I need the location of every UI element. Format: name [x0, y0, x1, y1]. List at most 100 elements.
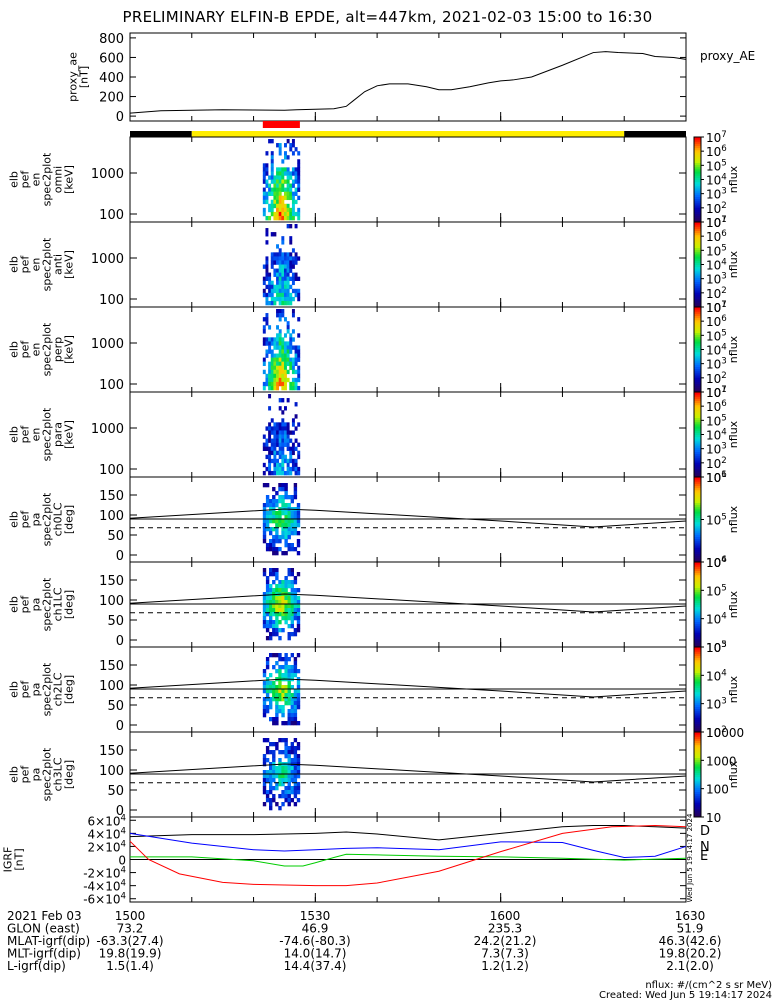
- colorbar-cell: [694, 398, 701, 401]
- colorbar-cell: [694, 394, 701, 397]
- spectrogram-cell: [294, 199, 298, 205]
- colorbar-cell: [694, 808, 701, 812]
- spectrogram-cell: [262, 689, 267, 694]
- colorbar-tick-label: 102: [706, 201, 727, 216]
- spectrogram-cell: [278, 470, 282, 476]
- spectrogram-cell: [269, 701, 273, 706]
- spectrogram-cell: [286, 321, 290, 326]
- spectrogram-cell: [297, 442, 301, 447]
- spectrogram-cell: [296, 705, 301, 710]
- colorbar-cell: [694, 606, 701, 610]
- colorbar-cell: [694, 566, 701, 569]
- spectrogram-cell: [278, 187, 282, 192]
- spectrogram-cell: [278, 272, 282, 277]
- spectrogram-cell: [262, 369, 266, 375]
- spectrogram-cell: [278, 584, 282, 589]
- spectrogram-cell: [272, 717, 276, 722]
- spectrogram-cell: [294, 147, 298, 152]
- spectrogram-cell: [278, 256, 282, 261]
- colorbar-cell: [694, 474, 701, 478]
- spectrogram-cell: [278, 317, 282, 322]
- spectrogram-cell: [281, 292, 285, 298]
- spectrogram-cell: [289, 195, 293, 201]
- colorbar-cell: [694, 627, 701, 631]
- colorbar-cell: [694, 483, 701, 486]
- spectrogram-cell: [296, 790, 301, 795]
- colorbar-tick-label: 106: [706, 144, 727, 159]
- spectrogram-cell: [297, 466, 301, 472]
- colorbar-cell: [694, 334, 701, 338]
- spectrogram-cell: [265, 171, 269, 176]
- colorbar-cell: [694, 768, 701, 771]
- spectrogram-cell: [268, 466, 272, 472]
- spectrogram-cell: [276, 458, 280, 464]
- spectrogram-cell: [278, 628, 282, 633]
- spectrogram-cell: [284, 511, 288, 516]
- spectrogram-cell: [290, 673, 295, 678]
- spectrogram-cell: [284, 596, 288, 601]
- spectrogram-cell: [276, 195, 280, 201]
- colorbar-cell: [694, 644, 701, 648]
- colorbar-cell: [694, 447, 701, 450]
- colorbar-cell: [694, 462, 701, 465]
- colorbar-cell: [694, 702, 701, 705]
- colorbar-tick-label: 10: [706, 811, 721, 825]
- spectrogram-cell: [284, 653, 288, 658]
- colorbar-unit-label: nflux: [727, 420, 740, 448]
- colorbar-cell: [694, 292, 701, 295]
- colorbar-cell: [694, 479, 701, 482]
- axis-label-line: pa: [30, 683, 43, 697]
- spectrogram-cell: [293, 790, 298, 795]
- spectrogram-cell: [294, 377, 298, 383]
- colorbar-cell: [694, 562, 701, 565]
- spectrogram-cell: [297, 373, 301, 379]
- axis-label-line: spec2plot: [41, 237, 54, 291]
- spectrogram-cell: [284, 495, 288, 500]
- spectrogram-cell: [262, 754, 267, 759]
- spectrogram-cell: [281, 790, 285, 795]
- spectrogram-cell: [275, 616, 279, 621]
- spectrogram-cell: [293, 527, 298, 532]
- spectrogram-cell: [281, 398, 285, 403]
- spectrogram-cell: [294, 288, 298, 294]
- spectrogram-cell: [281, 167, 285, 172]
- spectrogram-cell: [289, 454, 293, 460]
- colorbar-cell: [694, 396, 701, 399]
- spectrogram-cell: [296, 503, 301, 508]
- spectrogram-cell: [284, 280, 287, 286]
- spectrogram-cell: [269, 527, 273, 532]
- spectrogram-cell: [278, 329, 282, 334]
- spectrogram-cell: [278, 750, 282, 755]
- spectrogram-cell: [265, 620, 270, 625]
- colorbar-cell: [694, 500, 701, 503]
- spectrogram-cell: [281, 418, 285, 423]
- spectrogram-cell: [296, 786, 301, 791]
- spectrogram-cell: [290, 527, 295, 532]
- spectrogram-cell: [262, 434, 266, 439]
- spectrogram-cell: [265, 689, 270, 694]
- colorbar-cell: [694, 434, 701, 438]
- spectrogram-cell: [296, 572, 301, 577]
- spectrogram-cell: [270, 288, 274, 294]
- spectrogram-cell: [265, 466, 269, 472]
- spectrogram-cell: [291, 369, 295, 375]
- spectrogram-cell: [296, 721, 301, 726]
- spectrogram-cell: [286, 256, 290, 261]
- spectrogram-cell: [269, 620, 273, 625]
- spectrogram-cell: [278, 515, 282, 520]
- spectrogram-cell: [265, 426, 269, 431]
- spectrogram-cell: [297, 179, 301, 184]
- spectrogram-cell: [281, 782, 285, 787]
- spectrogram-cell: [275, 503, 279, 508]
- spectrogram-cell: [268, 207, 272, 213]
- spectrogram-cell: [278, 466, 282, 472]
- colorbar-cell: [694, 175, 701, 178]
- spectrogram-cell: [293, 766, 298, 771]
- colorbar-cell: [694, 355, 701, 359]
- axis-label-line: en: [30, 173, 43, 187]
- footer-value: 73.2: [117, 922, 144, 936]
- spectrogram-cell: [281, 499, 285, 504]
- spectrogram-cell: [286, 341, 290, 346]
- spectrogram-cell: [278, 705, 282, 710]
